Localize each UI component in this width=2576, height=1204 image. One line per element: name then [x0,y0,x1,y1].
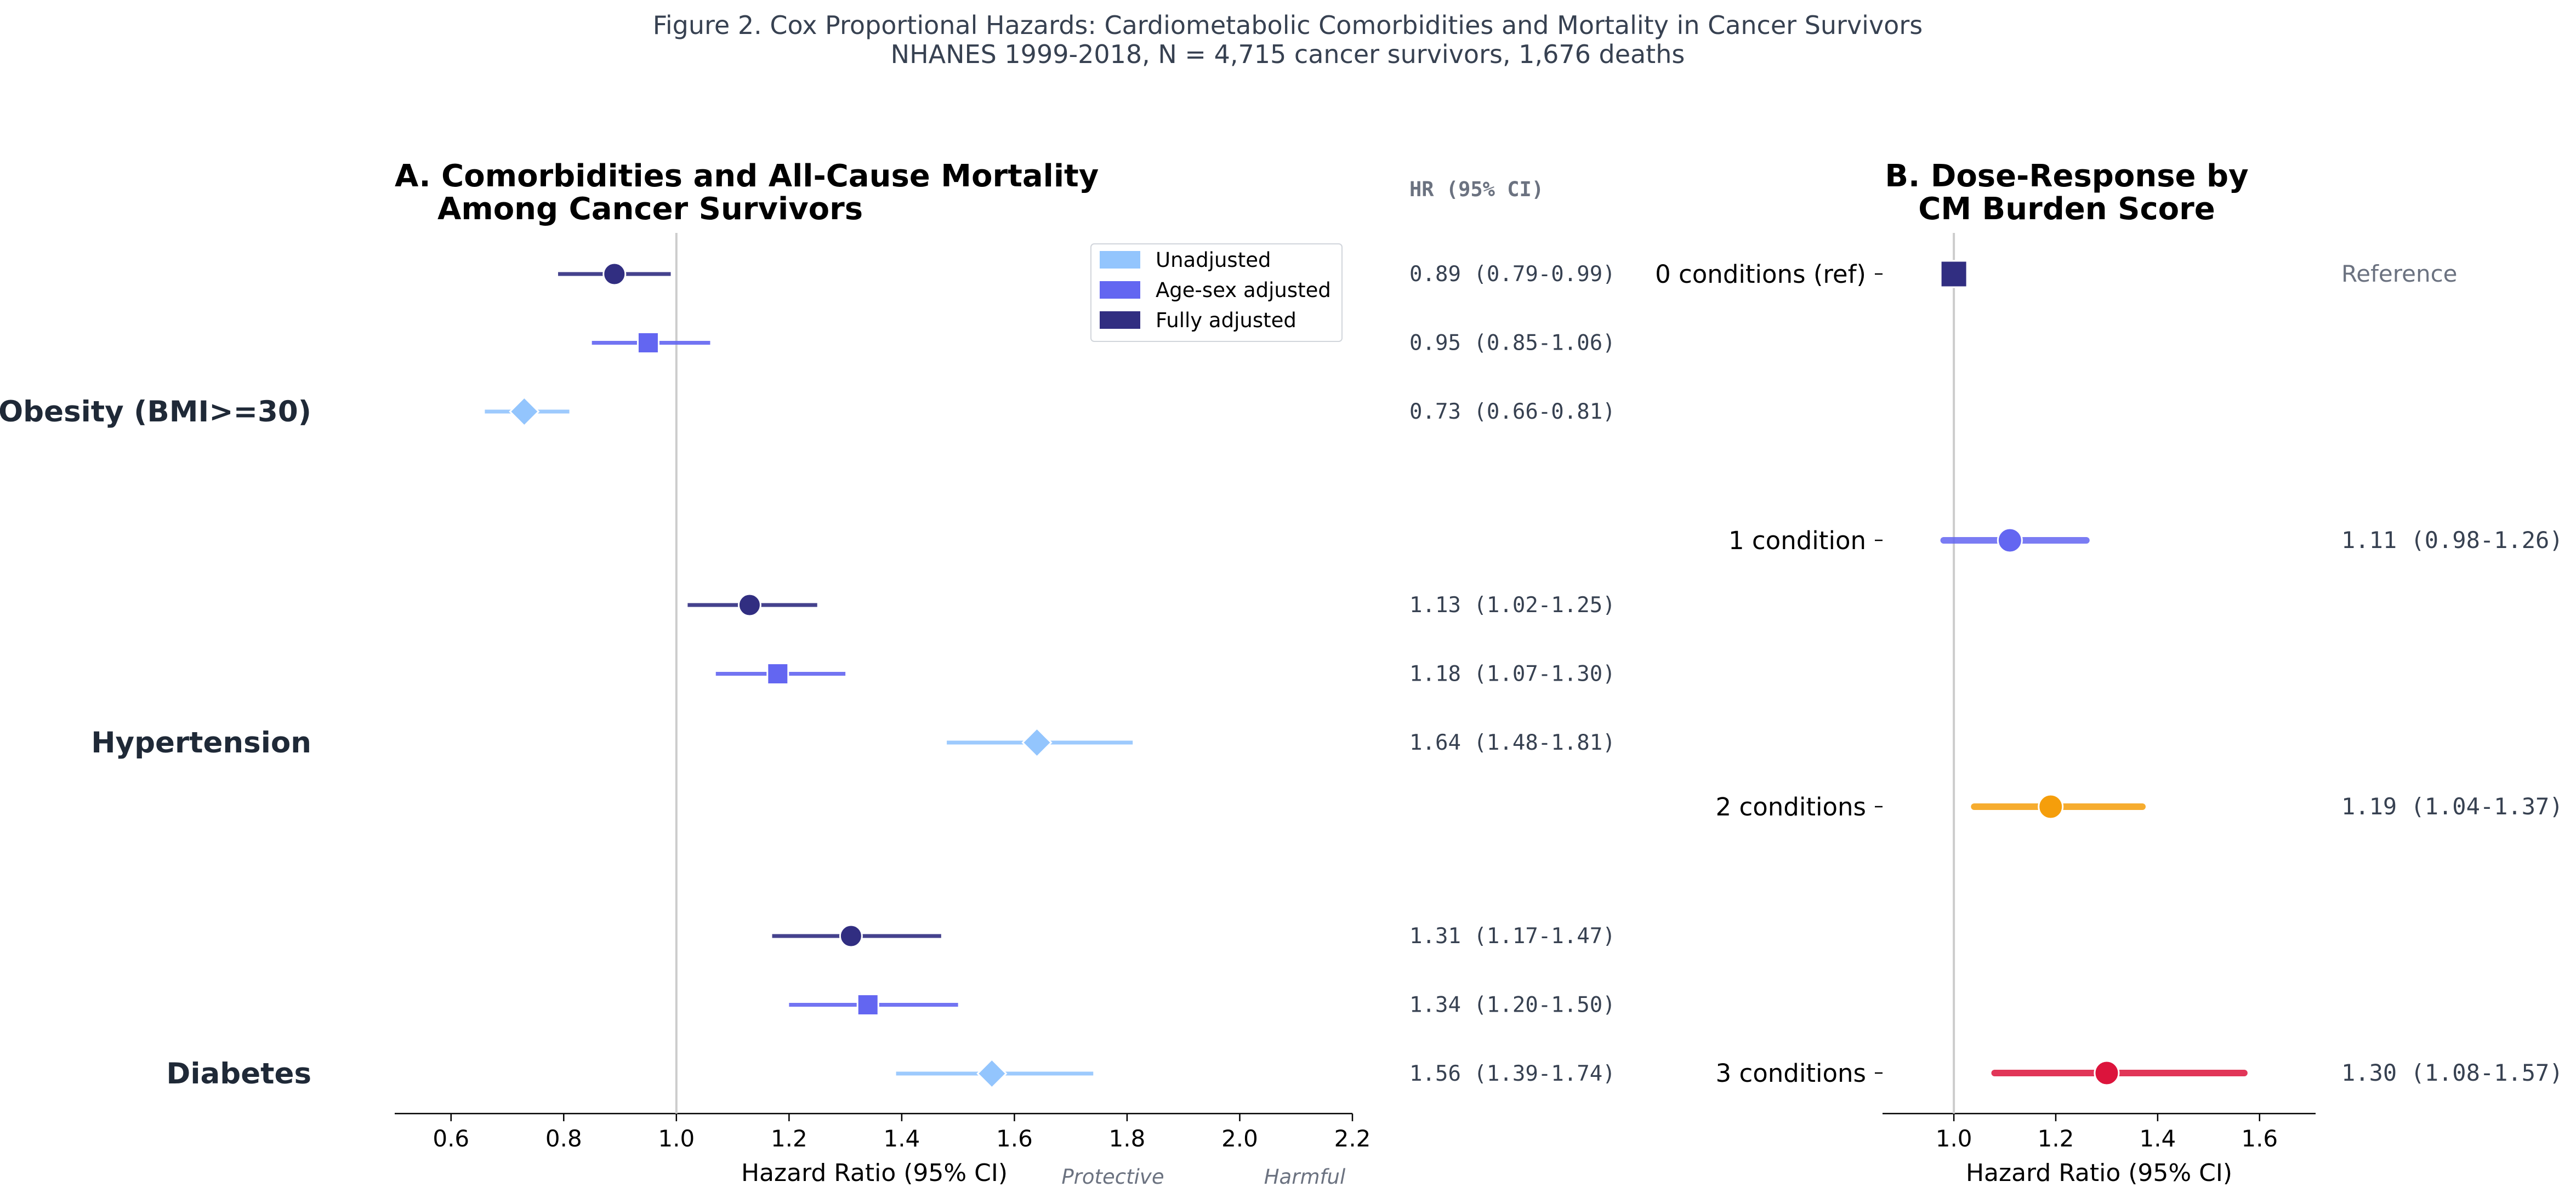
dose-1-condition-label: 1 condition [1728,526,1866,555]
hr-obesity-bmi-30-age-sex-adjusted-text: 0.95 (0.85-1.06) [1409,331,1616,356]
suptitle-line-1: Figure 2. Cox Proportional Hazards: Card… [653,10,1923,40]
hr-diabetes-age-sex-adjusted-point [856,994,879,1016]
group-label-obesity-bmi-30: Obesity (BMI>=30) [0,395,311,429]
panel-a: A. Comorbidities and All-Cause Mortality… [0,158,1616,1189]
legend-swatch-fully [1100,311,1140,329]
panel-b-x-tick-label: 1.2 [2038,1125,2074,1152]
dose-0-conditions-ref-text: Reference [2341,260,2458,287]
legend-swatch-unadjusted [1100,251,1140,269]
dose-3-conditions-text: 1.30 (1.08-1.57) [2341,1059,2563,1086]
hr-column-header: HR (95% CI) [1409,178,1544,201]
hr-obesity-bmi-30-unadjusted-text: 0.73 (0.66-0.81) [1409,400,1616,424]
dose-2-conditions-text: 1.19 (1.04-1.37) [2341,793,2563,820]
panel-a-x-tick-label: 1.2 [771,1125,808,1152]
hr-diabetes-unadjusted-point [976,1058,1008,1089]
legend: Unadjusted Age-sex adjusted Fully adjust… [1090,243,1343,342]
hr-obesity-bmi-30-fully-adjusted-text: 0.89 (0.79-0.99) [1409,262,1616,287]
panel-a-x-tick-label: 2.2 [1334,1125,1371,1152]
suptitle-line-2: NHANES 1999-2018, N = 4,715 cancer survi… [891,39,1685,69]
panel-b-x-tick-label: 1.0 [1936,1125,1972,1152]
dose-3-conditions-point [2094,1060,2120,1086]
dose-1-condition-text: 1.11 (0.98-1.26) [2341,527,2563,554]
dose-0-conditions-ref-label: 0 conditions (ref) [1655,260,1866,289]
hr-hypertension-age-sex-adjusted-point [766,663,789,685]
dose-0-conditions-ref-point [1940,260,1968,288]
panel-a-x-tick-label: 1.4 [883,1125,920,1152]
hr-hypertension-fully-adjusted-text: 1.13 (1.02-1.25) [1409,593,1616,618]
group-label-hypertension: Hypertension [91,726,311,760]
dose-2-conditions-point [2038,794,2064,820]
panel-a-title-line-1: A. Comorbidities and All-Cause Mortality [395,158,1099,194]
panel-b-x-tick-label: 1.6 [2241,1125,2278,1152]
hr-hypertension-age-sex-adjusted-text: 1.18 (1.07-1.30) [1409,662,1616,687]
legend-label-unadjusted: Unadjusted [1156,248,1271,272]
panel-b-x-tick-label: 1.4 [2139,1125,2176,1152]
legend-label-age-sex: Age-sex adjusted [1156,278,1331,302]
panel-a-x-axis-label: Hazard Ratio (95% CI) [741,1159,1008,1187]
panel-b-x-axis-label: Hazard Ratio (95% CI) [1966,1159,2232,1187]
panel-b-title-line-2: CM Burden Score [1918,191,2215,227]
legend-swatch-age-sex [1100,281,1140,299]
panel-a-title-line-2: Among Cancer Survivors [437,191,863,227]
panel-b-title-line-1: B. Dose-Response by [1885,158,2248,194]
panel-a-x-tick-label: 1.0 [658,1125,695,1152]
hr-hypertension-fully-adjusted-point [737,593,761,617]
group-label-diabetes: Diabetes [166,1057,311,1091]
hr-diabetes-fully-adjusted-point [839,924,863,948]
panel-a-x-tick-label: 0.8 [545,1125,582,1152]
hr-obesity-bmi-30-age-sex-adjusted-point [636,332,659,354]
hr-diabetes-fully-adjusted-text: 1.31 (1.17-1.47) [1409,924,1616,949]
dose-1-condition-point [1997,527,2023,554]
panel-a-x-tick-label: 0.6 [433,1125,469,1152]
panel-a-x-tick-label: 1.8 [1109,1125,1146,1152]
panel-b: B. Dose-Response by CM Burden Score Haza… [1655,158,2563,1187]
hr-obesity-bmi-30-fully-adjusted-point [602,262,627,286]
protective-label: Protective [1061,1165,1164,1189]
panel-a-x-tick-label: 2.0 [1221,1125,1258,1152]
legend-frame [1090,243,1343,342]
legend-label-fully: Fully adjusted [1156,309,1296,332]
hr-diabetes-unadjusted-text: 1.56 (1.39-1.74) [1409,1062,1616,1086]
hr-obesity-bmi-30-unadjusted-point [509,396,540,427]
dose-3-conditions-label: 3 conditions [1716,1059,1866,1088]
dose-2-conditions-label: 2 conditions [1716,792,1866,821]
hr-diabetes-age-sex-adjusted-text: 1.34 (1.20-1.50) [1409,993,1616,1018]
hr-hypertension-unadjusted-text: 1.64 (1.48-1.81) [1409,731,1616,755]
harmful-label: Harmful [1264,1165,1346,1189]
panel-a-x-tick-label: 1.6 [996,1125,1033,1152]
hr-hypertension-unadjusted-point [1021,727,1053,758]
